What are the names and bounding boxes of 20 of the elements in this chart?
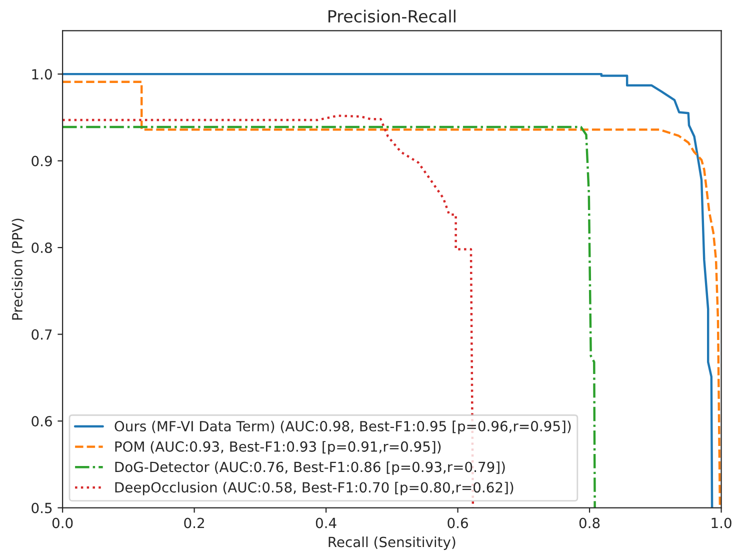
x-tick-label: 0.8 [579, 518, 600, 528]
chart-title: Precision-Recall [328, 10, 456, 23]
y-tick-label: 0.9 [32, 156, 52, 166]
x-tick-label: 0.2 [184, 518, 204, 528]
y-tick-label: 1.0 [32, 69, 52, 80]
legend-label: POM (AUC:0.93, Best-F1:0.93 [p=0.91,r=0.95]) [115, 441, 441, 455]
y-tick-label: 0.5 [32, 502, 52, 514]
legend-label: DeepOcclusion (AUC:0.58, Best-F1:0.70 [p=0.80,r=0.62]) [115, 482, 514, 496]
line-series [62, 126, 596, 508]
x-tick-label: 0.0 [52, 518, 73, 528]
x-tick-label: 1.0 [712, 518, 732, 528]
x-tick-label: 0.4 [316, 518, 336, 528]
y-tick-label: 0.7 [32, 329, 52, 340]
legend-label: DoG-Detector (AUC:0.76, Best-F1:0.86 [p=0.93,r=0.79]) [115, 461, 505, 475]
x-axis-title: Recall (Sensitivity) [328, 536, 456, 550]
y-axis-title: Precision (PPV) [12, 218, 24, 320]
x-tick-label: 0.6 [448, 518, 468, 528]
legend-label: Ours (MF-VI Data Term) (AUC:0.98, Best-F1:0.95 [p=0.96,r=0.95]) [114, 420, 571, 434]
y-tick-label: 0.8 [32, 242, 52, 254]
y-tick-label: 0.6 [32, 416, 52, 427]
